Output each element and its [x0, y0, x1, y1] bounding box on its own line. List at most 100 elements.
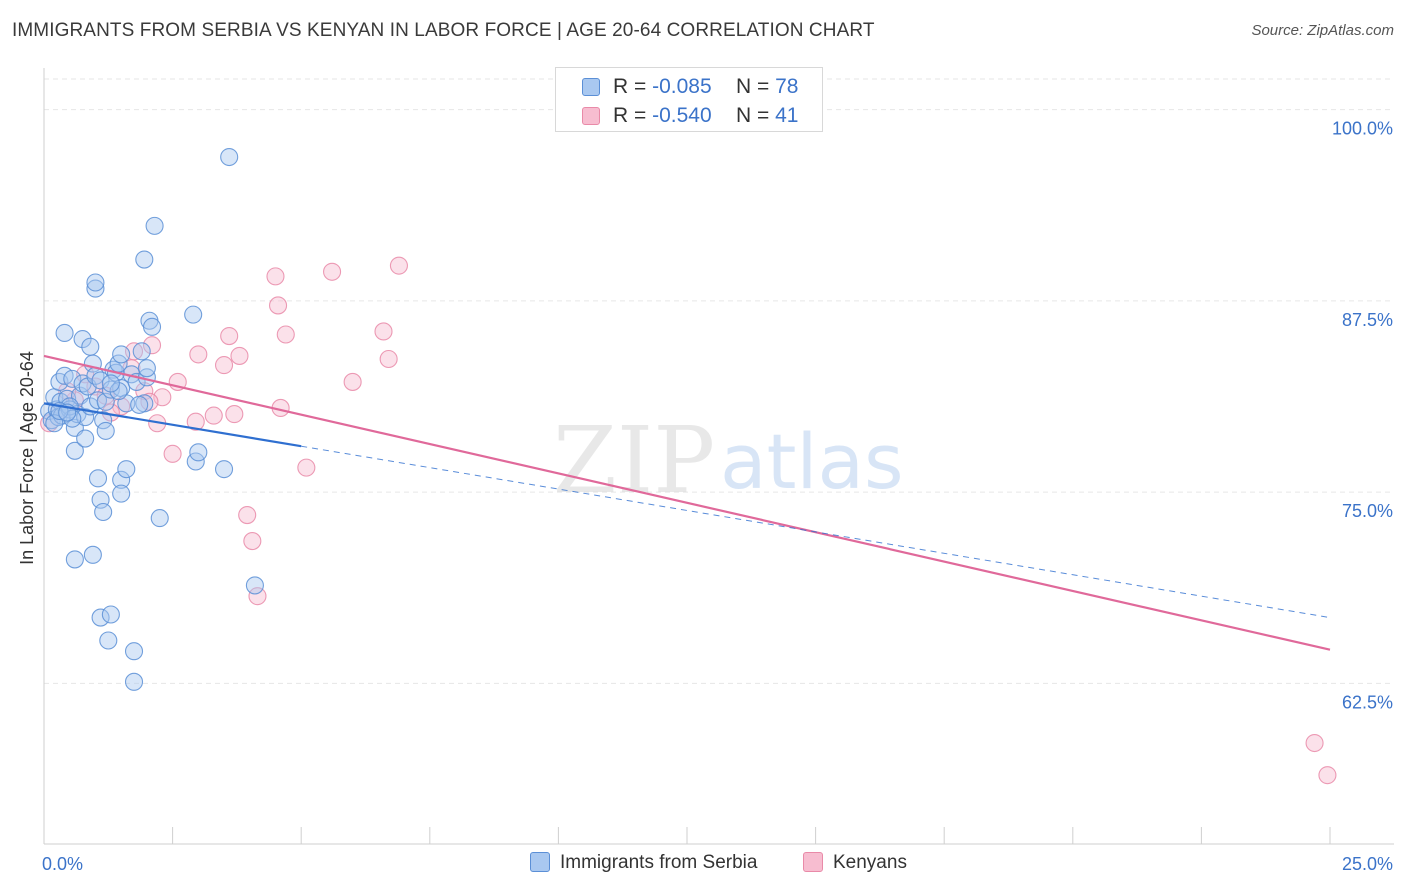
- serbia-point: [220, 147, 239, 167]
- serbia-point: [65, 550, 84, 569]
- serbia-point: [112, 345, 131, 364]
- y-tick-label: 87.5%: [1342, 310, 1393, 330]
- source-label: Source: ZipAtlas.com: [1251, 22, 1394, 39]
- kenya-point: [297, 458, 316, 477]
- serbia-point: [245, 576, 264, 595]
- kenya-legend-label: Kenyans: [833, 852, 907, 873]
- kenya-point: [1318, 766, 1337, 785]
- serbia-point: [96, 421, 115, 440]
- kenya-point: [379, 349, 398, 369]
- x-tick-label-min: 0.0%: [42, 854, 83, 874]
- kenya-point: [269, 296, 288, 315]
- serbia-n: N = 78: [736, 75, 799, 98]
- y-tick-label: 62.5%: [1342, 692, 1393, 712]
- y-tick-labels: 62.5% 75.0% 87.5% 100.0%: [1332, 119, 1393, 713]
- serbia-point: [63, 369, 82, 388]
- kenya-legend-swatch: [803, 852, 823, 872]
- serbia-point: [101, 605, 120, 624]
- serbia-r: R = -0.085: [613, 75, 712, 98]
- serbia-point: [184, 305, 203, 324]
- serbia-point: [94, 411, 113, 430]
- kenya-point: [220, 326, 239, 346]
- serbia-point: [112, 484, 131, 503]
- kenya-n-value: 41: [775, 104, 799, 127]
- kenya-point: [389, 256, 408, 275]
- kenya-point: [323, 262, 342, 281]
- legend-item-serbia: Immigrants from Serbia: [530, 852, 757, 874]
- serbia-point: [94, 502, 113, 522]
- legend-item-kenya: Kenyans: [803, 852, 907, 874]
- kenya-swatch: [582, 107, 600, 125]
- kenya-point: [238, 505, 257, 525]
- serbia-point: [135, 250, 154, 269]
- serbia-r-value: -0.085: [652, 75, 712, 98]
- kenya-point: [248, 587, 267, 606]
- kenya-point: [189, 345, 208, 364]
- kenya-point: [1305, 733, 1324, 753]
- serbia-point: [88, 469, 108, 488]
- watermark-zip: ZIP: [553, 407, 715, 514]
- serbia-point: [137, 359, 156, 378]
- trend-lines: [43, 354, 1331, 651]
- serbia-point: [124, 672, 144, 691]
- legend-row-serbia: R = -0.085 N = 78: [556, 72, 822, 102]
- serbia-point: [76, 429, 95, 448]
- serbia-trend-line: [43, 402, 302, 448]
- serbia-point: [142, 317, 162, 336]
- y-axis-label: In Labor Force | Age 20-64: [17, 351, 37, 565]
- serbia-point: [55, 323, 74, 343]
- kenya-point: [276, 325, 295, 344]
- serbia-point: [189, 443, 208, 462]
- serbia-swatch: [582, 78, 600, 96]
- legend-row-kenya: R = -0.540 N = 41: [556, 101, 822, 131]
- x-tick-label-max: 25.0%: [1342, 854, 1393, 874]
- serbia-n-value: 78: [775, 75, 799, 98]
- axes: [43, 68, 1394, 845]
- kenya-point: [214, 356, 234, 375]
- serbia-point: [145, 216, 164, 235]
- serbia-point: [112, 470, 131, 489]
- serbia-legend-swatch: [530, 852, 550, 872]
- serbia-point: [124, 642, 144, 661]
- serbia-point: [101, 374, 120, 393]
- serbia-point: [117, 460, 136, 479]
- kenya-point: [225, 405, 244, 424]
- serbia-point: [99, 631, 118, 650]
- chart-title: IMMIGRANTS FROM SERBIA VS KENYAN IN LABO…: [12, 20, 875, 41]
- serbia-legend-label: Immigrants from Serbia: [560, 852, 758, 873]
- serbia-point: [83, 545, 102, 564]
- serbia-point: [109, 382, 128, 401]
- kenya-trend-line: [43, 354, 1331, 651]
- serbia-point: [214, 460, 234, 479]
- serbia-point: [86, 273, 105, 292]
- kenya-r-value: -0.540: [652, 104, 712, 127]
- x-tick-labels: 0.0% 25.0%: [42, 854, 1393, 874]
- watermark-atlas: atlas: [720, 417, 904, 506]
- kenya-point: [243, 532, 262, 551]
- serbia-point: [73, 330, 92, 349]
- kenya-point: [230, 346, 249, 365]
- kenya-point: [142, 336, 162, 355]
- correlation-legend: R = -0.085 N = 78 R = -0.540 N = 41: [555, 67, 823, 132]
- serbia-point: [81, 337, 100, 356]
- kenya-n: N = 41: [736, 104, 799, 127]
- serbia-trend-extension: [301, 445, 1331, 619]
- kenya-point: [266, 267, 285, 286]
- serbia-point: [132, 342, 151, 361]
- kenya-point: [163, 444, 182, 463]
- serbia-point: [88, 391, 108, 410]
- kenya-r: R = -0.540: [613, 104, 712, 127]
- kenya-points: [40, 99, 1337, 785]
- serbia-point: [150, 509, 169, 528]
- kenya-point: [374, 322, 393, 341]
- kenya-point: [343, 372, 362, 391]
- serbia-point: [91, 608, 110, 627]
- y-tick-label: 100.0%: [1332, 119, 1393, 139]
- grid: [44, 78, 1394, 684]
- kenya-point: [204, 406, 223, 425]
- serbia-point: [65, 441, 84, 460]
- serbia-point: [130, 395, 149, 414]
- serbia-point: [86, 279, 105, 298]
- serbia-point: [91, 371, 110, 390]
